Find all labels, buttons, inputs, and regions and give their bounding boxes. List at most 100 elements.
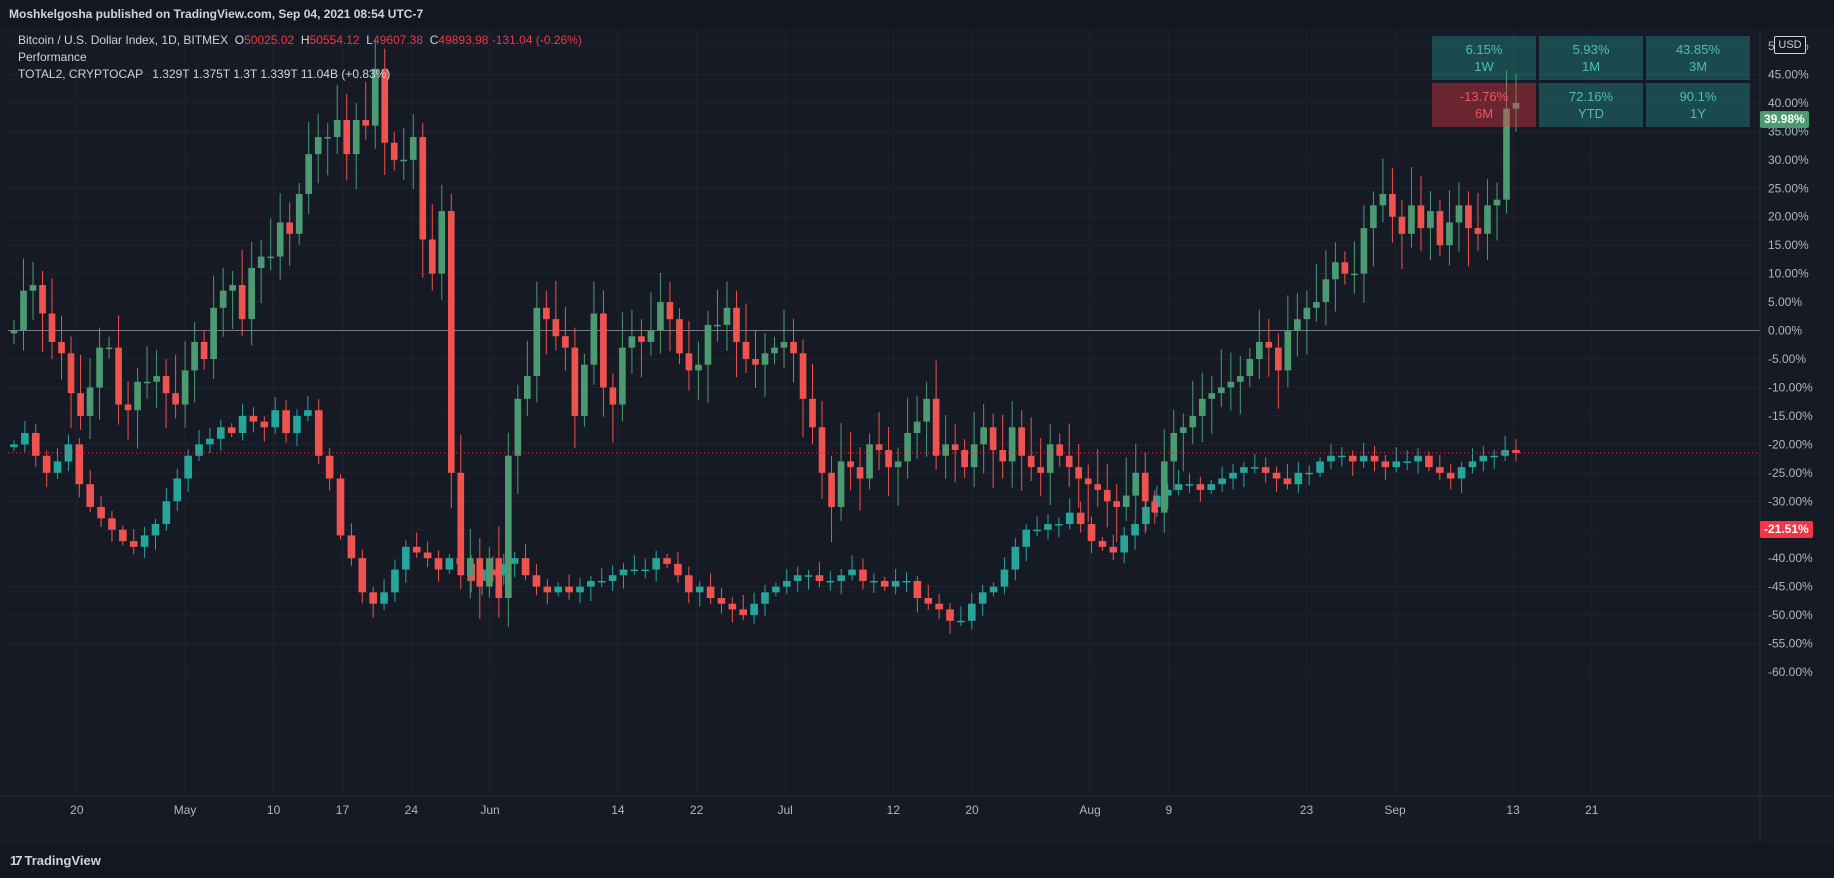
compare-values: 1.329T 1.375T 1.3T 1.339T 11.04B (+0.83%… bbox=[152, 67, 391, 81]
total2-candle bbox=[957, 620, 965, 623]
total2-candle bbox=[706, 586, 715, 599]
btc-candle bbox=[153, 376, 160, 382]
legend-main-symbol[interactable]: Bitcoin / U.S. Dollar Index, 1D, BITMEX … bbox=[18, 32, 582, 49]
btc-candle bbox=[324, 137, 332, 139]
total2-candle bbox=[880, 580, 889, 587]
btc-candle bbox=[761, 353, 769, 365]
total2-candle bbox=[445, 558, 454, 570]
total2-candle bbox=[587, 580, 595, 587]
btc-candle bbox=[143, 381, 151, 384]
btc-candle bbox=[1379, 193, 1387, 206]
btc-candle bbox=[533, 307, 541, 377]
btc-candle bbox=[514, 398, 522, 456]
btc-candle bbox=[1122, 495, 1130, 507]
btc-candle bbox=[1417, 205, 1425, 229]
total2-candle bbox=[1174, 484, 1183, 490]
x-tick-label: Sep bbox=[1384, 803, 1406, 817]
btc-candle bbox=[1313, 302, 1320, 308]
legend-compare[interactable]: TOTAL2, CRYPTOCAP 1.329T 1.375T 1.3T 1.3… bbox=[18, 66, 582, 83]
total2-candle bbox=[1316, 461, 1324, 473]
btc-candle bbox=[913, 421, 921, 433]
performance-table: 6.15% 1W 5.93% 1M 43.85% 3M -13.76% 6M 72.16… bbox=[1432, 36, 1750, 130]
total2-last-price-label: -21.51% bbox=[1760, 521, 1813, 538]
total2-candle bbox=[1033, 529, 1041, 532]
btc-candle bbox=[1446, 222, 1453, 246]
btc-candle bbox=[1103, 489, 1111, 502]
total2-candle bbox=[325, 455, 334, 479]
total2-candle bbox=[1196, 484, 1205, 490]
chart-legend: Bitcoin / U.S. Dollar Index, 1D, BITMEX … bbox=[18, 32, 582, 83]
total2-candle bbox=[1490, 455, 1499, 458]
currency-label[interactable]: USD bbox=[1774, 36, 1806, 54]
y-tick-label: -50.00% bbox=[1768, 608, 1813, 622]
total2-candle bbox=[1207, 484, 1216, 490]
total2-candle bbox=[793, 575, 802, 581]
chart-area[interactable]: 50.00%45.00%40.00%35.00%30.00%25.00%20.0… bbox=[0, 28, 1834, 844]
tradingview-logo[interactable]: 17 TradingView bbox=[10, 853, 101, 868]
total2-candle bbox=[1240, 467, 1248, 473]
total2-candle bbox=[1403, 461, 1411, 463]
total2-candle bbox=[391, 569, 399, 593]
total2-candle bbox=[1011, 546, 1020, 570]
btc-candle bbox=[932, 398, 940, 456]
btc-candle bbox=[742, 341, 750, 359]
x-tick-label: 23 bbox=[1300, 803, 1314, 817]
total2-candle bbox=[1055, 524, 1063, 526]
total2-candle bbox=[1250, 467, 1259, 469]
btc-candle bbox=[1427, 211, 1434, 229]
x-tick-label: 22 bbox=[690, 803, 704, 817]
y-tick-label: 15.00% bbox=[1768, 238, 1809, 252]
btc-candle bbox=[438, 211, 446, 274]
btc-candle bbox=[1322, 279, 1330, 303]
btc-candle bbox=[790, 341, 797, 354]
total2-candle bbox=[565, 586, 573, 593]
perf-cell-6m: -13.76% 6M bbox=[1432, 83, 1536, 127]
chart-canvas[interactable]: 50.00%45.00%40.00%35.00%30.00%25.00%20.0… bbox=[0, 28, 1834, 844]
total2-candle bbox=[782, 580, 791, 587]
perf-cell-1w: 6.15% 1W bbox=[1432, 36, 1536, 80]
btc-candle bbox=[58, 341, 65, 354]
total2-candle bbox=[1327, 455, 1335, 462]
btc-candle bbox=[371, 68, 379, 126]
btc-candle bbox=[20, 290, 27, 331]
btc-candle bbox=[885, 450, 892, 468]
btc-candle bbox=[1189, 415, 1197, 428]
total2-candle bbox=[21, 432, 29, 445]
btc-candle bbox=[628, 336, 636, 348]
btc-candle bbox=[1370, 205, 1377, 229]
btc-candle bbox=[543, 307, 550, 320]
btc-candle bbox=[1160, 461, 1168, 513]
legend-indicator[interactable]: Performance bbox=[18, 50, 87, 64]
btc-candle bbox=[505, 455, 512, 599]
btc-candle bbox=[866, 444, 873, 479]
btc-candle bbox=[638, 336, 645, 342]
btc-candle bbox=[989, 427, 997, 451]
total2-candle bbox=[140, 535, 149, 547]
y-tick-label: 0.00% bbox=[1768, 324, 1802, 338]
btc-candle bbox=[476, 558, 484, 587]
btc-candle bbox=[124, 404, 132, 411]
btc-candle bbox=[1360, 228, 1368, 274]
btc-candle bbox=[752, 359, 759, 365]
footer: 17 TradingView bbox=[0, 844, 1834, 878]
total2-candle bbox=[1229, 472, 1237, 479]
btc-candle bbox=[1455, 205, 1463, 223]
btc-candle bbox=[210, 307, 217, 359]
total2-candle bbox=[151, 524, 160, 536]
symbol-name: Bitcoin / U.S. Dollar Index, 1D, BITMEX bbox=[18, 33, 229, 47]
ohlc-low: L49607.38 bbox=[366, 33, 424, 47]
total2-candle bbox=[271, 410, 280, 428]
btc-candle bbox=[1303, 307, 1311, 320]
btc-candle bbox=[780, 341, 788, 348]
btc-candle bbox=[828, 472, 835, 507]
total2-candle bbox=[1153, 495, 1161, 507]
total2-candle bbox=[641, 569, 650, 572]
btc-candle bbox=[524, 376, 531, 399]
total2-candle bbox=[848, 569, 856, 576]
x-tick-label: 14 bbox=[611, 803, 625, 817]
btc-candle bbox=[419, 137, 427, 240]
btc-candle bbox=[219, 290, 227, 308]
btc-candle bbox=[1512, 102, 1520, 109]
total2-candle bbox=[119, 529, 127, 542]
total2-candle bbox=[1261, 467, 1270, 473]
